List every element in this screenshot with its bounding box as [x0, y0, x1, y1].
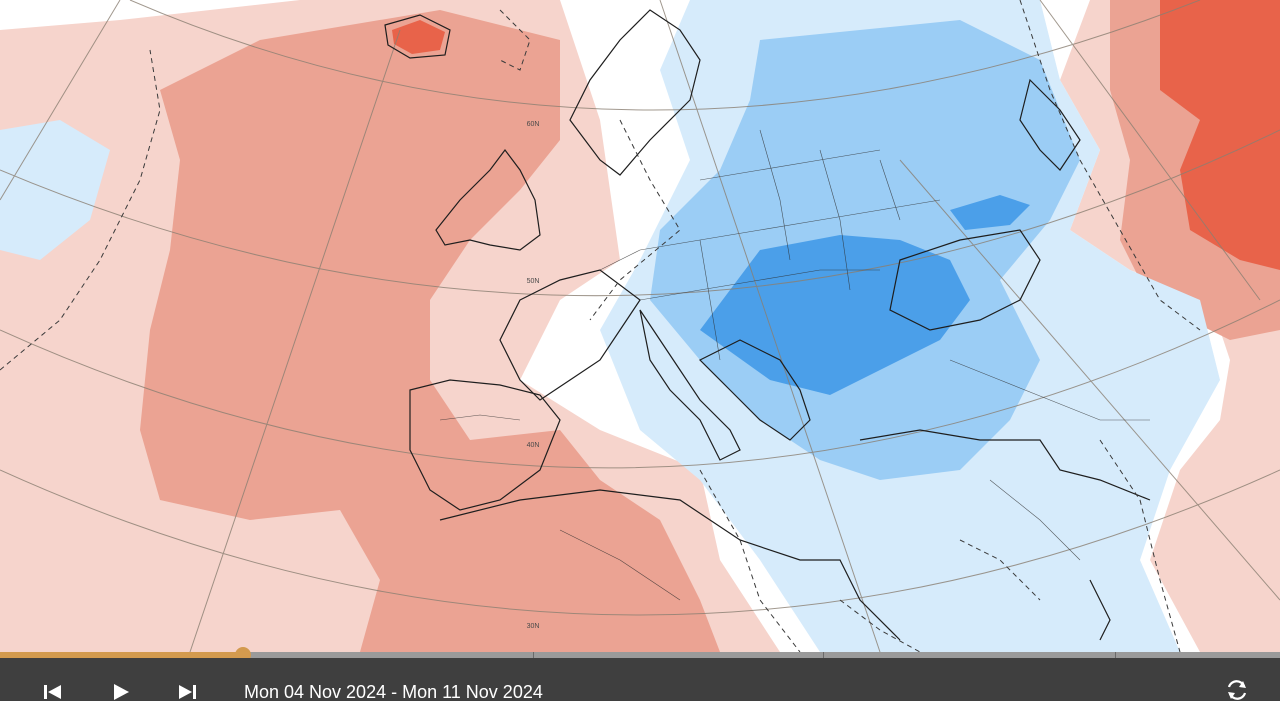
country-borders — [439, 129, 1150, 601]
timeline-tick — [1115, 652, 1116, 658]
warm-anomaly-atlantic — [140, 10, 720, 652]
map-graticule — [0, 0, 1280, 652]
cold-anomaly-strong-area — [700, 235, 970, 395]
warm-anomaly-strong-east — [1160, 0, 1280, 270]
coastlines — [384, 9, 1151, 641]
warm-anomaly-strong-iceland — [392, 20, 445, 54]
timeline-tick — [823, 652, 824, 658]
timeline-progress — [0, 652, 243, 658]
refresh-icon[interactable] — [1224, 678, 1250, 701]
zero-anomaly-contours — [0, 0, 1201, 652]
play-icon[interactable] — [109, 682, 133, 701]
latitude-label-30n: 30N — [527, 623, 540, 630]
skip-to-end-icon[interactable] — [175, 682, 199, 701]
forecast-date-range: Mon 04 Nov 2024 - Mon 11 Nov 2024 — [244, 682, 543, 701]
temperature-anomaly-map: 60N 50N 40N 30N — [0, 0, 1280, 652]
cold-anomaly-strong-patch — [950, 195, 1030, 230]
latitude-labels: 60N 50N 40N 30N — [527, 121, 540, 630]
latitude-label-40n: 40N — [527, 442, 540, 449]
playback-controls: Mon 04 Nov 2024 - Mon 11 Nov 2024 — [0, 658, 1280, 701]
timeline-tick — [533, 652, 534, 658]
latitude-label-60n: 60N — [527, 121, 540, 128]
skip-to-start-icon[interactable] — [41, 682, 65, 701]
latitude-label-50n: 50N — [527, 278, 540, 285]
